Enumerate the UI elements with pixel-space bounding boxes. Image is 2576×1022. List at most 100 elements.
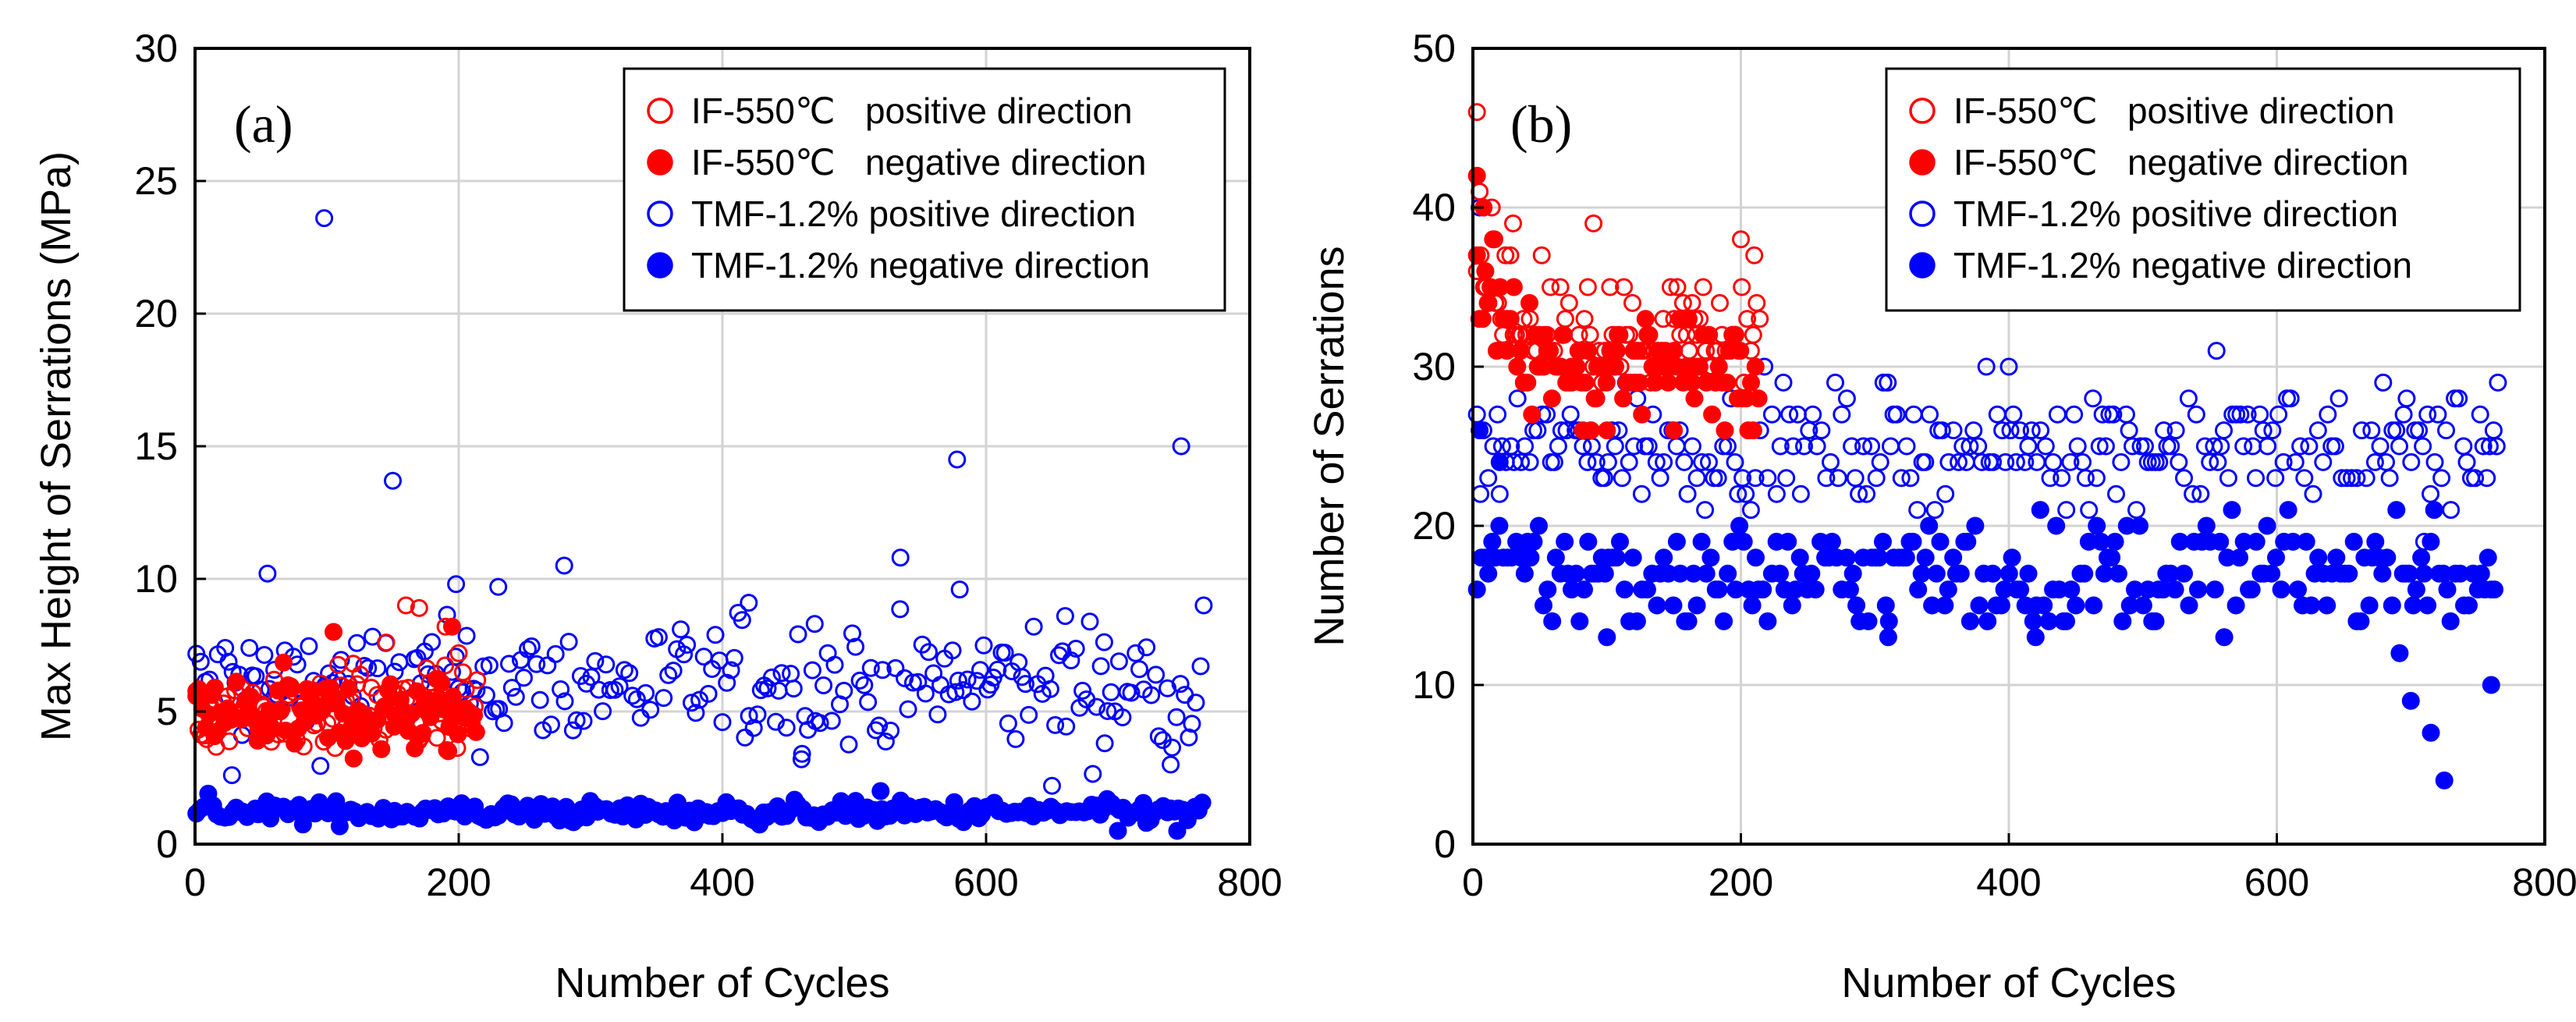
data-point [1749, 389, 1768, 408]
data-point [199, 784, 218, 803]
data-point [1806, 580, 1825, 599]
data-point [2096, 437, 2115, 456]
data-point [1041, 680, 1059, 698]
data-point [1191, 657, 1210, 676]
data-point [2007, 452, 2025, 471]
data-point [1697, 564, 1716, 583]
data-point [1006, 729, 1025, 748]
data-point [211, 703, 229, 722]
data-point [2429, 405, 2447, 424]
data-point [527, 655, 546, 673]
data-point [1667, 532, 1686, 551]
data-point [1780, 405, 1799, 424]
data-point [1939, 452, 1958, 471]
data-point [2437, 421, 2455, 440]
panel-label-a: (a) [234, 94, 293, 154]
data-point [1542, 389, 1561, 408]
data-point [1685, 389, 1704, 408]
data-point [1149, 727, 1168, 746]
data-point [1879, 628, 1897, 647]
legend-label: TMF-1.2% negative direction [1953, 245, 2412, 286]
data-point [2166, 580, 2184, 599]
data-point [396, 596, 415, 615]
data-point [1735, 373, 1754, 392]
data-point [423, 633, 442, 651]
data-point [1679, 612, 1698, 630]
data-point [2486, 580, 2503, 599]
data-point [805, 615, 824, 633]
data-point [1595, 564, 1614, 583]
data-point [1958, 532, 1977, 551]
data-point [1057, 717, 1076, 736]
data-point [2371, 437, 2390, 456]
data-point [1771, 564, 1789, 583]
data-point [1616, 580, 1634, 599]
data-point [2231, 405, 2250, 424]
data-point [2337, 469, 2356, 488]
data-point [2400, 564, 2418, 583]
ticks-a: 0 200 400 600 800 0 5 10 15 20 25 30 [134, 27, 1282, 904]
x-tick-label: 0 [184, 861, 206, 904]
y-tick-label: 10 [134, 557, 178, 601]
legend-marker [647, 252, 673, 279]
data-point [2127, 501, 2145, 520]
data-point [861, 658, 880, 677]
data-point [2090, 437, 2109, 456]
data-point [2281, 389, 2300, 408]
data-point [1999, 564, 2018, 583]
data-point [2412, 548, 2431, 567]
data-point [2340, 564, 2358, 583]
data-point [722, 661, 740, 680]
data-point [2197, 516, 2216, 535]
data-point [1837, 548, 1856, 567]
data-point [2244, 437, 2262, 456]
data-point [1897, 548, 1915, 567]
data-point [391, 700, 410, 719]
data-point [240, 639, 259, 657]
data-point [191, 652, 210, 671]
data-point [2031, 421, 2050, 440]
data-point [307, 715, 326, 733]
data-point [502, 679, 521, 697]
data-point [2401, 691, 2420, 710]
data-point [1095, 734, 1114, 753]
data-point [1172, 437, 1190, 456]
data-point [555, 556, 573, 575]
data-point [410, 598, 428, 617]
data-point [2471, 405, 2489, 424]
data-point [2318, 596, 2336, 615]
data-point [2036, 437, 2055, 456]
data-point [506, 687, 525, 706]
data-point [2065, 405, 2084, 424]
data-point [2351, 612, 2370, 630]
data-point [404, 690, 423, 708]
data-point [2170, 452, 2188, 471]
data-point [1701, 548, 1720, 567]
data-point [2262, 564, 2281, 583]
data-point [2048, 405, 2067, 424]
data-point [931, 676, 949, 694]
data-point [1784, 437, 1803, 456]
data-point [1665, 310, 1684, 328]
data-point [2238, 405, 2257, 424]
data-point [2418, 596, 2437, 615]
data-point [1627, 612, 1646, 630]
data-point [769, 681, 788, 700]
data-point [2352, 421, 2371, 440]
data-point [2057, 612, 2075, 630]
data-point [1620, 452, 1638, 471]
data-point [432, 712, 451, 730]
x-tick-label: 200 [426, 861, 491, 904]
data-point [1570, 612, 1589, 630]
data-point [2460, 596, 2478, 615]
data-point [424, 689, 443, 708]
data-point [2215, 628, 2234, 647]
legend-marker [1909, 252, 1936, 279]
data-point [2205, 437, 2223, 456]
data-point [546, 644, 565, 663]
data-point [357, 719, 375, 738]
data-point [777, 719, 796, 737]
data-point [2011, 580, 2030, 599]
data-point [1732, 230, 1750, 249]
data-point [733, 611, 751, 630]
